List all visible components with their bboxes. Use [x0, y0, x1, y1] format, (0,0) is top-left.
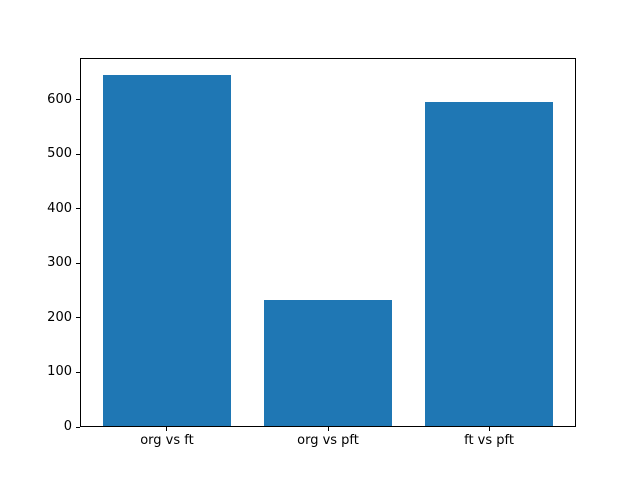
y-tick-label: 400 — [47, 200, 72, 216]
x-tick-label: org vs ft — [140, 433, 194, 448]
y-tick-mark — [76, 153, 80, 155]
y-tick-label: 200 — [47, 309, 72, 325]
y-tick-mark — [76, 371, 80, 373]
y-tick-mark — [76, 262, 80, 264]
x-tick-label: ft vs pft — [464, 433, 514, 448]
y-tick-label: 300 — [47, 255, 72, 271]
y-tick-mark — [76, 426, 80, 428]
y-tick-label: 500 — [47, 146, 72, 162]
x-tick-mark — [166, 427, 168, 431]
bar-2 — [424, 102, 554, 426]
bar-0 — [102, 74, 232, 426]
y-tick-mark — [76, 208, 80, 210]
y-tick-label: 600 — [47, 91, 72, 107]
y-tick-mark — [76, 317, 80, 319]
y-tick-mark — [76, 99, 80, 101]
bar-1 — [263, 299, 393, 426]
x-tick-mark — [327, 427, 329, 431]
x-tick-label: org vs pft — [297, 433, 359, 448]
y-tick-label: 0 — [63, 419, 72, 434]
y-tick-label: 100 — [47, 364, 72, 380]
x-tick-mark — [488, 427, 490, 431]
